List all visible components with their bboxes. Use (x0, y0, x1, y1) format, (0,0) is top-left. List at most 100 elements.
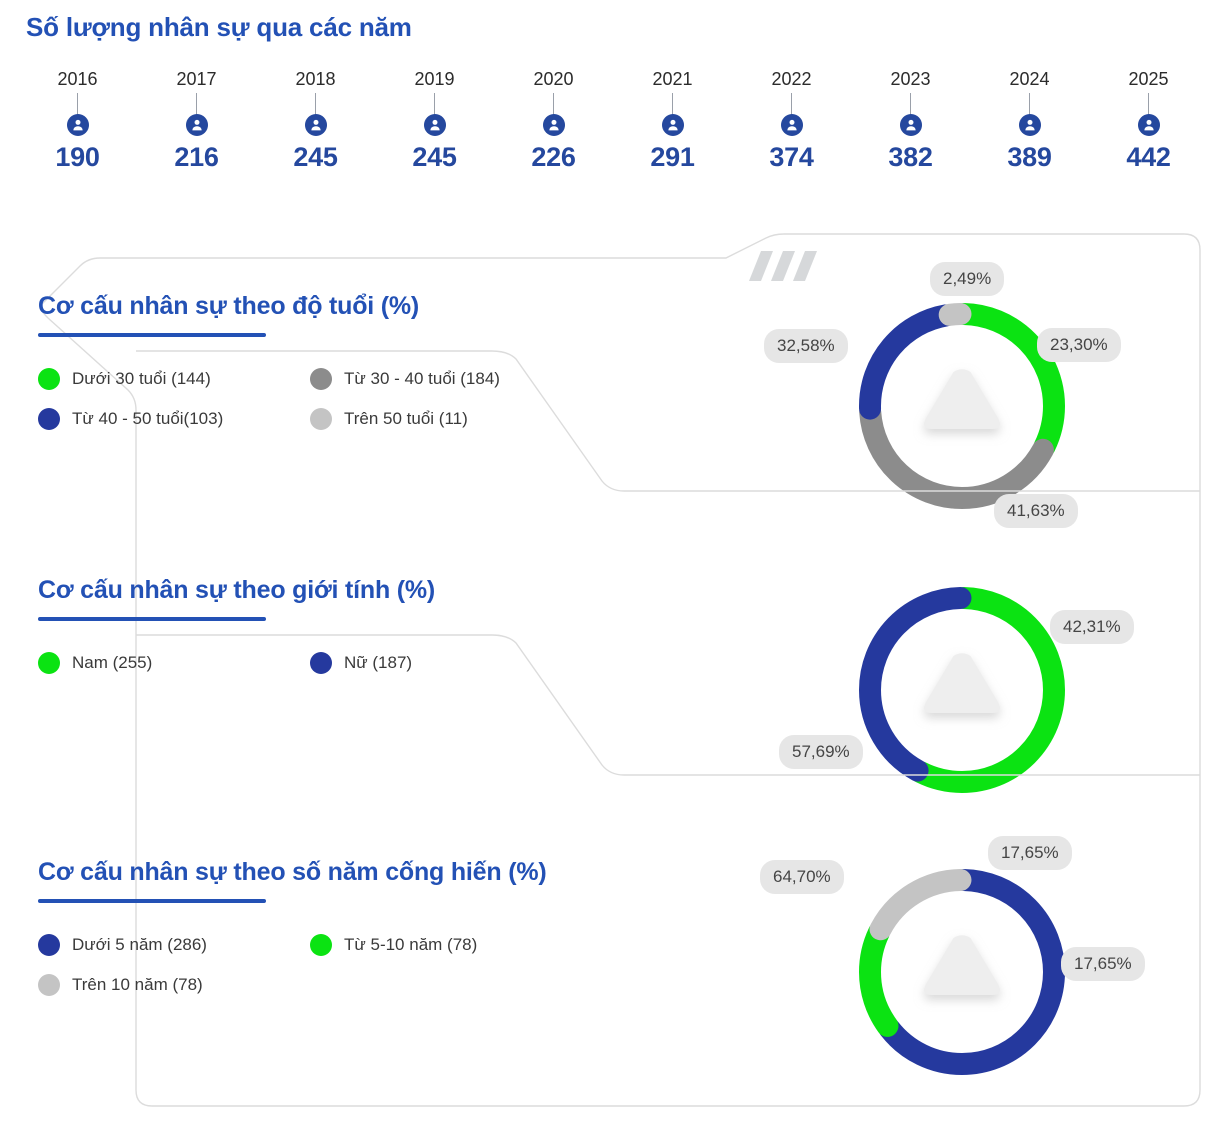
legend-label: Từ 30 - 40 tuổi (184) (344, 369, 500, 388)
legend-color-dot (310, 652, 332, 674)
legend-color-dot (310, 368, 332, 390)
legend-item[interactable]: Từ 40 - 50 tuổi(103) (38, 408, 310, 430)
person-icon (304, 114, 327, 136)
person-icon (66, 114, 89, 136)
person-icon (185, 114, 208, 136)
timeline-stem (76, 93, 79, 115)
triangle-logo-icon (924, 653, 1000, 713)
legend-label: Trên 10 năm (78) (72, 975, 203, 994)
timeline-stem (790, 93, 793, 115)
section-title: Cơ cấu nhân sự theo giới tính (%) (38, 576, 436, 604)
person-icon (1018, 114, 1041, 136)
headcount-timeline: 2016 190 2017 216 2018 245 2019 245 2020 226 2021 2… (18, 68, 1208, 193)
chart-section: Cơ cấu nhân sự theo số năm cống hiến (%)… (22, 836, 1202, 1126)
donut-segment (859, 303, 1065, 509)
legend-item[interactable]: Trên 50 tuổi (11) (310, 408, 582, 430)
donut-percentage-label: 64,70% (760, 860, 844, 894)
legend-label: Từ 40 - 50 tuổi(103) (72, 409, 224, 428)
timeline-stem (909, 93, 912, 115)
chart-section: Cơ cấu nhân sự theo độ tuổi (%) Dưới 30 t… (22, 262, 1202, 560)
donut-chart (859, 303, 1065, 509)
timeline-point: 2018 245 (256, 68, 375, 193)
timeline-headcount-value: 226 (531, 142, 576, 172)
triangle-logo-icon (924, 369, 1000, 429)
legend-color-dot (38, 974, 60, 996)
timeline-point: 2022 374 (732, 68, 851, 193)
legend-row: Dưới 30 tuổi (144) Từ 30 - 40 tuổi (184) (38, 368, 568, 390)
chart-section: Cơ cấu nhân sự theo giới tính (%) Nam (25… (22, 560, 1202, 844)
timeline-year-label: 2025 (1128, 69, 1169, 89)
person-icon (423, 114, 446, 136)
donut-percentage-label: 32,58% (764, 329, 848, 363)
person-icon (780, 114, 803, 136)
section-title: Cơ cấu nhân sự theo số năm cống hiến (%) (38, 858, 547, 886)
timeline-headcount-value: 442 (1126, 142, 1171, 172)
legend-item[interactable]: Dưới 30 tuổi (144) (38, 368, 310, 390)
timeline-year-label: 2017 (176, 69, 217, 89)
person-icon (1137, 114, 1160, 136)
person-icon (542, 114, 565, 136)
legend-label: Nam (255) (72, 653, 153, 672)
legend-row: Từ 40 - 50 tuổi(103) Trên 50 tuổi (11) (38, 408, 568, 430)
chart-legend: Dưới 30 tuổi (144) Từ 30 - 40 tuổi (184) T… (38, 368, 568, 448)
timeline-headcount-value: 374 (769, 142, 814, 172)
timeline-stem (1028, 93, 1031, 115)
timeline-stem (433, 93, 436, 115)
legend-row: Dưới 5 năm (286) Từ 5-10 năm (78) (38, 934, 568, 956)
timeline-headcount-value: 389 (1007, 142, 1052, 172)
timeline-year-label: 2024 (1009, 69, 1050, 89)
timeline-point: 2025 442 (1089, 68, 1208, 193)
timeline-point: 2021 291 (613, 68, 732, 193)
donut-percentage-label: 57,69% (779, 735, 863, 769)
timeline-headcount-value: 245 (412, 142, 457, 172)
timeline-year-label: 2022 (771, 69, 812, 89)
page-title: Số lượng nhân sự qua các năm (26, 12, 412, 42)
legend-label: Trên 50 tuổi (11) (344, 409, 468, 428)
timeline-stem (314, 93, 317, 115)
timeline-headcount-value: 382 (888, 142, 933, 172)
timeline-year-label: 2016 (57, 69, 98, 89)
legend-color-dot (310, 408, 332, 430)
legend-item[interactable]: Từ 30 - 40 tuổi (184) (310, 368, 582, 390)
legend-item[interactable]: Nam (255) (38, 652, 310, 674)
timeline-year-label: 2021 (652, 69, 693, 89)
donut-percentage-label: 17,65% (988, 836, 1072, 870)
donut-chart (859, 869, 1065, 1075)
legend-color-dot (310, 934, 332, 956)
timeline-year-label: 2019 (414, 69, 455, 89)
legend-item[interactable]: Nữ (187) (310, 652, 582, 674)
legend-row: Trên 10 năm (78) (38, 974, 568, 996)
donut-percentage-label: 41,63% (994, 494, 1078, 528)
legend-item[interactable]: Dưới 5 năm (286) (38, 934, 310, 956)
timeline-headcount-value: 190 (55, 142, 100, 172)
timeline-stem (195, 93, 198, 115)
legend-label: Dưới 5 năm (286) (72, 935, 207, 954)
chart-legend: Dưới 5 năm (286) Từ 5-10 năm (78) Trên 10 … (38, 934, 568, 1014)
person-icon (899, 114, 922, 136)
timeline-stem (552, 93, 555, 115)
legend-label: Từ 5-10 năm (78) (344, 935, 478, 954)
donut-percentage-label: 2,49% (930, 262, 1005, 296)
timeline-year-label: 2018 (295, 69, 336, 89)
charts-panel: Cơ cấu nhân sự theo độ tuổi (%) Dưới 30 t… (22, 232, 1202, 1108)
donut-percentage-label: 42,31% (1050, 610, 1134, 644)
timeline-point: 2020 226 (494, 68, 613, 193)
timeline-stem (671, 93, 674, 115)
section-title-underline (38, 899, 266, 903)
legend-color-dot (38, 652, 60, 674)
donut-chart (859, 587, 1065, 793)
legend-item[interactable]: Từ 5-10 năm (78) (310, 934, 582, 956)
donut-segment (859, 869, 1065, 1075)
legend-item[interactable]: Trên 10 năm (78) (38, 974, 310, 996)
timeline-year-label: 2020 (533, 69, 574, 89)
person-icon (661, 114, 684, 136)
triangle-logo-icon (924, 935, 1000, 995)
donut-segment (859, 869, 1065, 1075)
legend-row: Nam (255) Nữ (187) (38, 652, 568, 674)
decorative-stripes-icon (749, 251, 817, 281)
timeline-stem (1147, 93, 1150, 115)
section-title-underline (38, 617, 266, 621)
timeline-headcount-value: 245 (293, 142, 338, 172)
timeline-point: 2016 190 (18, 68, 137, 193)
timeline-point: 2024 389 (970, 68, 1089, 193)
